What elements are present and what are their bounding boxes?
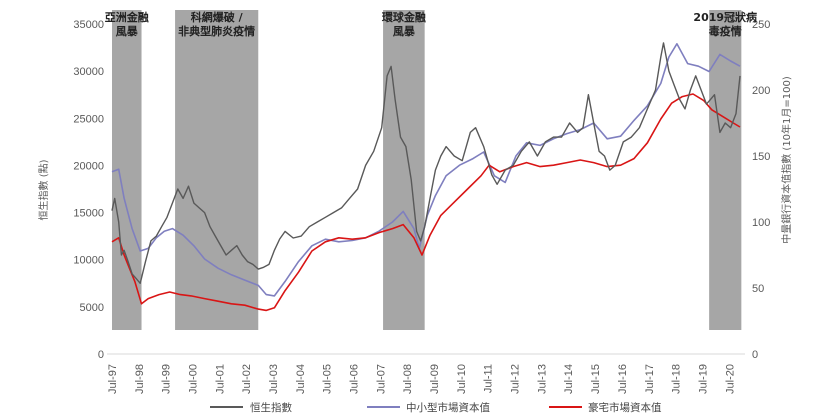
left-tick-label-7: 35000 (73, 19, 104, 31)
right-tick-label-2: 100 (752, 217, 770, 229)
x-tick-label-1: Jul-98 (134, 364, 146, 394)
shaded-period-2 (383, 10, 425, 330)
left-tick-label-5: 25000 (73, 113, 104, 125)
right-tick-label-5: 250 (752, 19, 770, 31)
x-tick-label-15: Jul-12 (510, 364, 522, 394)
x-tick-label-9: Jul-06 (349, 364, 361, 394)
x-tick-label-22: Jul-19 (697, 364, 709, 394)
shaded-period-label-0-1: 風暴 (116, 25, 139, 38)
right-axis-title: 中量銀行資本值指數 (10年1月=100) (780, 76, 793, 244)
x-tick-label-8: Jul-05 (322, 364, 334, 394)
x-tick-label-20: Jul-17 (644, 364, 656, 394)
shaded-period-label-3-1: 毒疫情 (709, 24, 742, 38)
left-tick-label-0: 0 (98, 349, 104, 361)
right-tick-label-0: 0 (752, 349, 758, 361)
shaded-period-label-2-0: 環球金融 (382, 10, 426, 24)
left-axis-title: 恒生指數 (點) (37, 159, 50, 220)
x-tick-label-16: Jul-13 (536, 364, 548, 394)
right-tick-label-4: 200 (752, 85, 770, 97)
left-tick-label-4: 20000 (73, 160, 104, 172)
legend: 恒生指數 中小型市場資本值 豪宅市場資本值 (210, 401, 662, 414)
x-tick-label-23: Jul-20 (724, 364, 736, 394)
x-tick-label-12: Jul-09 (429, 364, 441, 394)
left-tick-label-1: 5000 (80, 302, 104, 314)
series-line-0 (111, 42, 741, 284)
legend-label-small-medium: 中小型市場資本值 (406, 401, 490, 414)
x-tick-label-2: Jul-99 (161, 364, 173, 394)
right-tick-label-3: 150 (752, 151, 770, 163)
x-tick-label-14: Jul-11 (483, 364, 495, 393)
shaded-period-1 (175, 10, 259, 330)
left-axis: 0 5000 10000 15000 20000 25000 30000 35000 (73, 19, 104, 361)
left-tick-label-2: 10000 (73, 255, 104, 267)
shaded-period-label-1-0: 科網爆破 / (191, 10, 244, 24)
shaded-period-label-3-0: 2019冠狀病 (693, 10, 757, 24)
x-tick-label-6: Jul-03 (268, 364, 280, 394)
x-axis: Jul-97 Jul-98 Jul-99 Jul-00 Jul-01 Jul-02 Jul-… (107, 364, 736, 394)
shaded-period-label-2-1: 風暴 (393, 25, 416, 38)
x-tick-label-18: Jul-15 (590, 364, 602, 394)
x-tick-label-4: Jul-01 (214, 364, 226, 394)
x-tick-label-13: Jul-10 (456, 364, 468, 394)
series-line-1 (111, 42, 741, 297)
legend-label-luxury: 豪宅市場資本值 (588, 401, 662, 414)
x-tick-label-10: Jul-07 (375, 364, 387, 394)
legend-label-hsi: 恒生指數 (250, 401, 292, 414)
shaded-periods (112, 10, 742, 330)
x-tick-label-5: Jul-02 (241, 364, 253, 394)
right-tick-label-1: 50 (752, 283, 764, 295)
x-tick-label-21: Jul-18 (671, 364, 683, 394)
right-axis: 0 50 100 150 200 250 (752, 19, 770, 361)
x-tick-label-7: Jul-04 (295, 364, 307, 394)
x-tick-label-0: Jul-97 (107, 364, 119, 394)
series-lines (111, 42, 741, 312)
left-tick-label-6: 30000 (73, 66, 104, 78)
x-tick-label-19: Jul-16 (617, 364, 629, 394)
shaded-period-label-1-1: 非典型肺炎疫情 (178, 24, 255, 38)
left-tick-label-3: 15000 (73, 208, 104, 220)
x-tick-label-17: Jul-14 (563, 364, 575, 394)
series-line-2 (111, 93, 741, 312)
x-tick-label-3: Jul-00 (188, 364, 200, 394)
shaded-period-label-0-0: 亞洲金融 (105, 10, 149, 24)
x-tick-label-11: Jul-08 (402, 364, 414, 394)
